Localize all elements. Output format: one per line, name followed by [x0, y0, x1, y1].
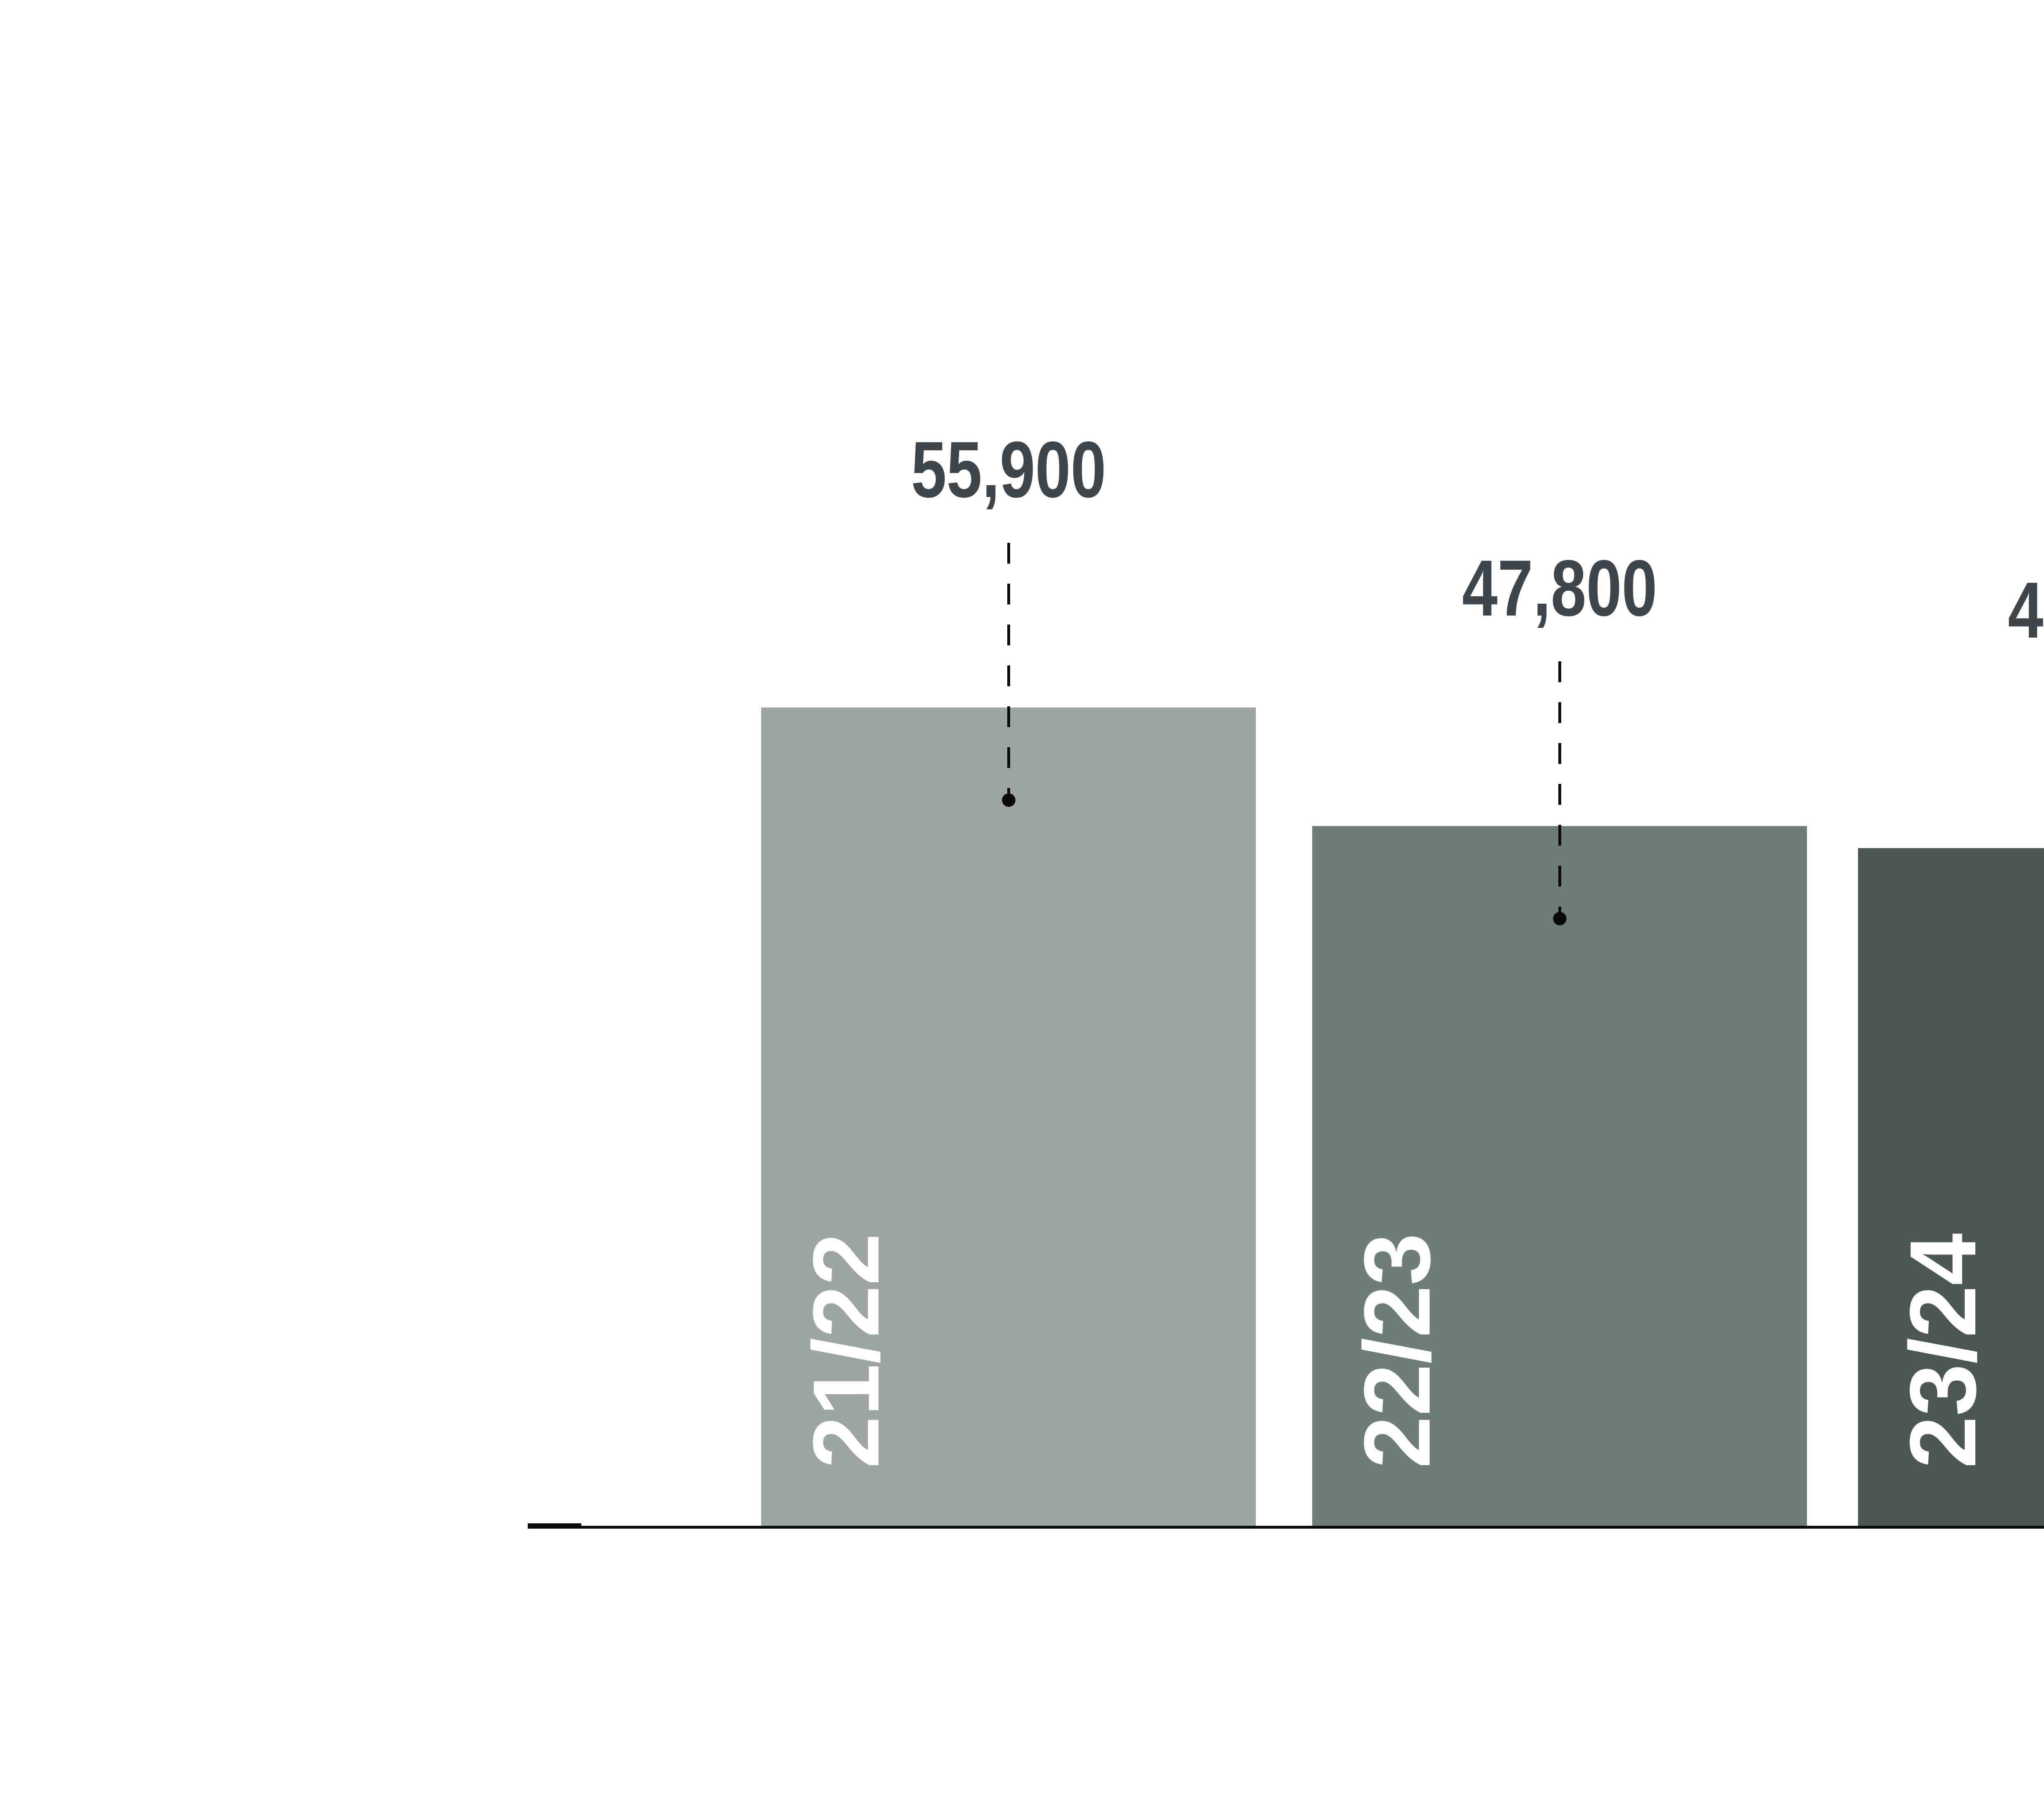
x-axis-left-cap [528, 1523, 581, 1529]
bar-21-22 [761, 708, 1256, 1526]
x-axis-line [528, 1526, 2044, 1529]
value-label: 47,800 [1314, 549, 1805, 628]
value-label-text: 46,300 [2008, 566, 2044, 655]
leader-line [1558, 661, 1561, 912]
bar-23-24 [1858, 848, 2044, 1526]
leader-dot [1553, 912, 1567, 925]
value-label-text: 47,800 [1462, 544, 1657, 633]
value-label: 55,900 [763, 430, 1254, 510]
value-label-text: 55,900 [911, 425, 1106, 514]
leader-dot [1002, 793, 1015, 807]
bar-22-23 [1312, 826, 1807, 1526]
category-label: 23/24 [1890, 1233, 1995, 1469]
value-label: 46,300 [1860, 571, 2044, 650]
category-label: 22/23 [1345, 1233, 1450, 1469]
leader-line [1007, 543, 1010, 793]
category-label: 21/22 [793, 1233, 899, 1469]
